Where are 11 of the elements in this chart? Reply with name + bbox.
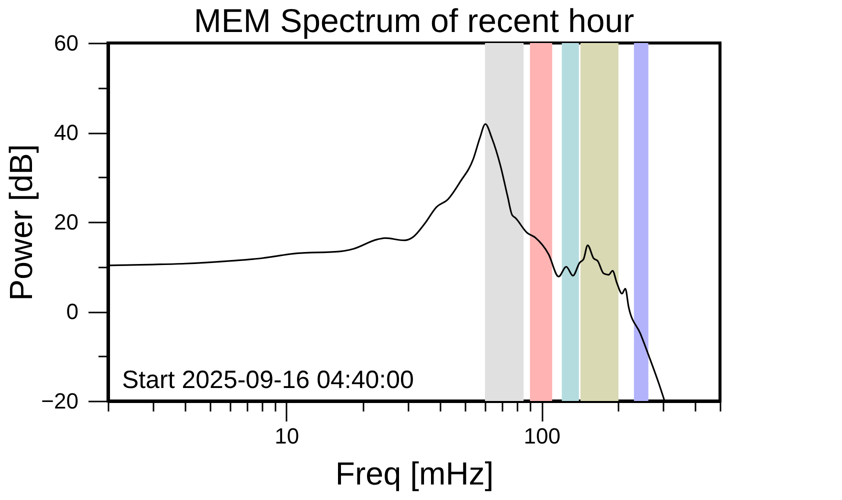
y-axis-title: Power [dB] [3,144,40,301]
chart-title: MEM Spectrum of recent hour [194,2,634,39]
annotation: Start 2025-09-16 04:40:00 [122,366,414,394]
x-axis-title: Freq [mHz] [335,456,494,492]
x-tick-label: 10 [274,424,300,448]
y-tick-label: 40 [54,120,78,145]
x-tick-label: 100 [524,424,560,448]
y-tick-label: 0 [66,299,78,324]
y-tick-label: 20 [54,210,78,234]
y-tick-label: 60 [54,30,78,56]
y-tick-label: −20 [41,388,78,414]
